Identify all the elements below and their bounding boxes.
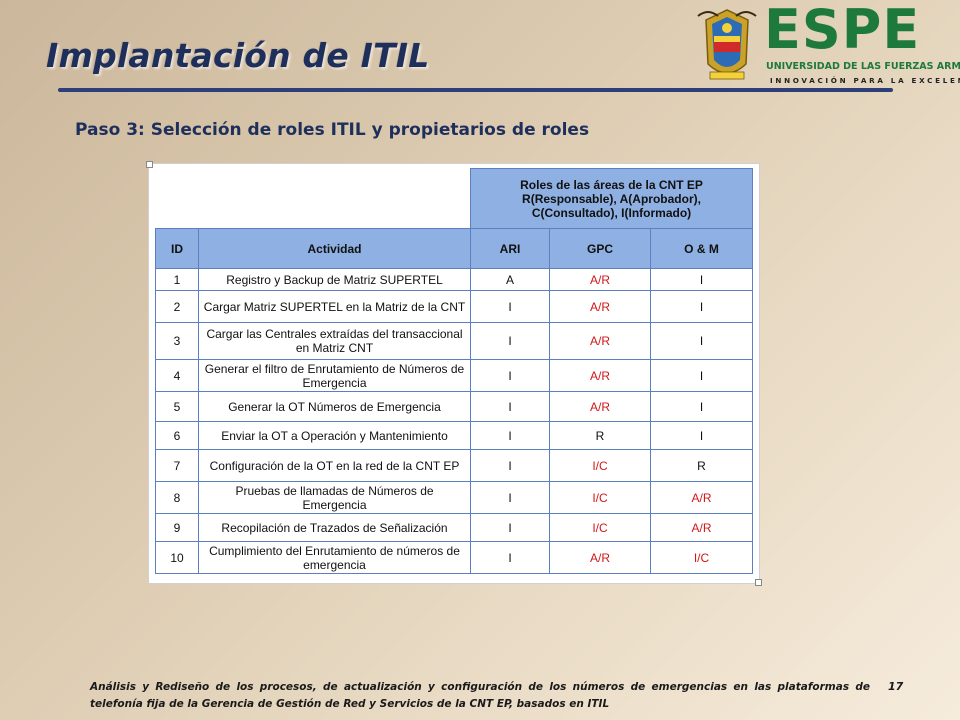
espe-logo: ESPE UNIVERSIDAD DE LAS FUERZAS ARMADAS … <box>694 0 960 88</box>
roles-table: Roles de las áreas de la CNT EP R(Respon… <box>155 168 753 574</box>
header-activity: Actividad <box>198 228 471 269</box>
cell-gpc: I/C <box>549 449 651 482</box>
cell-activity: Generar la OT Números de Emergencia <box>198 391 471 422</box>
cell-om: A/R <box>650 513 753 542</box>
cell-gpc: A/R <box>549 322 651 360</box>
cell-id: 3 <box>155 322 199 360</box>
cell-ari: I <box>470 322 550 360</box>
cell-gpc: A/R <box>549 268 651 291</box>
table-corner-blank <box>155 168 471 229</box>
cell-activity: Registro y Backup de Matriz SUPERTEL <box>198 268 471 291</box>
header-gpc: GPC <box>549 228 651 269</box>
cell-gpc: I/C <box>549 481 651 514</box>
table-row: 1 Registro y Backup de Matriz SUPERTEL A A/… <box>155 268 753 291</box>
header-ari: ARI <box>470 228 550 269</box>
cell-ari: I <box>470 391 550 422</box>
cell-ari: I <box>470 541 550 574</box>
cell-gpc: A/R <box>549 541 651 574</box>
cell-activity: Cargar Matriz SUPERTEL en la Matriz de l… <box>198 290 471 323</box>
cell-gpc: A/R <box>549 290 651 323</box>
table-row: 10 Cumplimiento del Enrutamiento de númer… <box>155 541 753 574</box>
table-row: 6 Enviar la OT a Operación y Mantenimient… <box>155 421 753 450</box>
table-body: 1 Registro y Backup de Matriz SUPERTEL A A/… <box>155 268 753 574</box>
header-id: ID <box>155 228 199 269</box>
cell-id: 7 <box>155 449 199 482</box>
cell-activity: Pruebas de llamadas de Números de Emerge… <box>198 481 471 514</box>
logo-tagline: INNOVACIÓN PARA LA EXCELENCIA <box>770 76 960 85</box>
cell-id: 9 <box>155 513 199 542</box>
cell-activity: Configuración de la OT en la red de la C… <box>198 449 471 482</box>
cell-gpc: I/C <box>549 513 651 542</box>
resize-handle-bottom-right[interactable] <box>755 579 762 586</box>
cell-id: 8 <box>155 481 199 514</box>
cell-om: I/C <box>650 541 753 574</box>
cell-om: I <box>650 322 753 360</box>
cell-ari: I <box>470 513 550 542</box>
cell-id: 4 <box>155 359 199 392</box>
roles-group-line-1: Roles de las áreas de la CNT EP <box>520 177 703 192</box>
table-row: 2 Cargar Matriz SUPERTEL en la Matriz de … <box>155 290 753 323</box>
page-number: 17 <box>888 680 904 693</box>
table-row: 7 Configuración de la OT en la red de la … <box>155 449 753 482</box>
cell-ari: I <box>470 359 550 392</box>
cell-activity: Recopilación de Trazados de Señalización <box>198 513 471 542</box>
cell-id: 10 <box>155 541 199 574</box>
cell-om: I <box>650 290 753 323</box>
cell-activity: Enviar la OT a Operación y Mantenimiento <box>198 421 471 450</box>
table-row: 8 Pruebas de llamadas de Números de Emerg… <box>155 481 753 514</box>
cell-activity: Generar el filtro de Enrutamiento de Núm… <box>198 359 471 392</box>
table-row: 5 Generar la OT Números de Emergencia I A/R… <box>155 391 753 422</box>
cell-om: A/R <box>650 481 753 514</box>
slide-footer: Análisis y Rediseño de los procesos, de … <box>90 681 870 710</box>
cell-ari: A <box>470 268 550 291</box>
cell-id: 2 <box>155 290 199 323</box>
slide-subtitle: Paso 3: Selección de roles ITIL y propie… <box>75 120 590 140</box>
cell-ari: I <box>470 449 550 482</box>
university-emblem-icon <box>697 9 757 80</box>
cell-om: R <box>650 449 753 482</box>
cell-gpc: R <box>549 421 651 450</box>
cell-ari: I <box>470 421 550 450</box>
table-row: 4 Generar el filtro de Enrutamiento de Nú… <box>155 359 753 392</box>
cell-id: 5 <box>155 391 199 422</box>
cell-om: I <box>650 268 753 291</box>
cell-activity: Cargar las Centrales extraídas del trans… <box>198 322 471 360</box>
logo-university: UNIVERSIDAD DE LAS FUERZAS ARMADAS <box>766 61 960 72</box>
roles-table-object[interactable]: Roles de las áreas de la CNT EP R(Respon… <box>146 161 762 586</box>
slide-title: Implantación de ITIL <box>46 36 430 75</box>
title-underline <box>58 88 893 92</box>
logo-brand: ESPE <box>764 0 921 61</box>
cell-ari: I <box>470 481 550 514</box>
cell-gpc: A/R <box>549 359 651 392</box>
table-row: 9 Recopilación de Trazados de Señalizació… <box>155 513 753 542</box>
cell-om: I <box>650 391 753 422</box>
cell-id: 1 <box>155 268 199 291</box>
resize-handle-top-left[interactable] <box>146 161 153 168</box>
table-row: 3 Cargar las Centrales extraídas del tran… <box>155 322 753 360</box>
cell-om: I <box>650 359 753 392</box>
cell-gpc: A/R <box>549 391 651 422</box>
cell-om: I <box>650 421 753 450</box>
cell-ari: I <box>470 290 550 323</box>
cell-id: 6 <box>155 421 199 450</box>
roles-group-header: Roles de las áreas de la CNT EP R(Respon… <box>470 168 753 229</box>
roles-group-line-3: C(Consultado), I(Informado) <box>531 205 692 220</box>
header-om: O & M <box>650 228 753 269</box>
cell-activity: Cumplimiento del Enrutamiento de números… <box>198 541 471 574</box>
roles-group-line-2: R(Responsable), A(Aprobador), <box>522 191 701 206</box>
